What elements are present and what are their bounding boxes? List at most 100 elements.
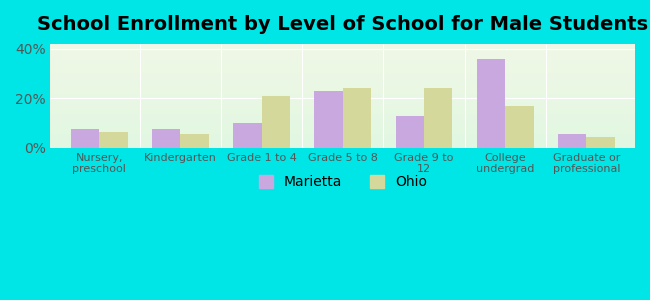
- Bar: [51, 140, 635, 142]
- Bar: [51, 124, 635, 125]
- Bar: [343, 88, 371, 148]
- Bar: [51, 116, 635, 117]
- Bar: [152, 129, 181, 148]
- Bar: [51, 47, 635, 48]
- Bar: [51, 94, 635, 95]
- Bar: [51, 71, 635, 72]
- Bar: [233, 123, 261, 148]
- Bar: [51, 96, 635, 97]
- Bar: [51, 128, 635, 129]
- Bar: [51, 144, 635, 145]
- Bar: [51, 49, 635, 50]
- Bar: [51, 102, 635, 103]
- Bar: [476, 59, 505, 148]
- Bar: [99, 132, 127, 148]
- Bar: [51, 90, 635, 91]
- Bar: [51, 92, 635, 93]
- Bar: [51, 51, 635, 52]
- Bar: [51, 146, 635, 147]
- Bar: [51, 118, 635, 119]
- Bar: [51, 132, 635, 133]
- Bar: [51, 52, 635, 53]
- Bar: [51, 127, 635, 128]
- Bar: [51, 137, 635, 139]
- Bar: [51, 44, 635, 45]
- Bar: [51, 80, 635, 81]
- Bar: [51, 134, 635, 135]
- Bar: [51, 53, 635, 54]
- Bar: [51, 101, 635, 102]
- Bar: [51, 78, 635, 79]
- Bar: [51, 50, 635, 51]
- Bar: [51, 82, 635, 83]
- Bar: [51, 147, 635, 148]
- Bar: [424, 88, 452, 148]
- Bar: [51, 72, 635, 73]
- Bar: [51, 45, 635, 46]
- Bar: [51, 105, 635, 106]
- Bar: [51, 107, 635, 108]
- Bar: [51, 145, 635, 146]
- Bar: [51, 103, 635, 104]
- Bar: [51, 98, 635, 99]
- Bar: [51, 126, 635, 127]
- Bar: [558, 134, 586, 148]
- Bar: [51, 125, 635, 126]
- Legend: Marietta, Ohio: Marietta, Ohio: [253, 170, 432, 195]
- Bar: [51, 65, 635, 66]
- Title: School Enrollment by Level of School for Male Students: School Enrollment by Level of School for…: [37, 15, 648, 34]
- Bar: [51, 117, 635, 118]
- Bar: [51, 70, 635, 71]
- Bar: [51, 93, 635, 94]
- Bar: [51, 112, 635, 113]
- Bar: [51, 54, 635, 55]
- Bar: [586, 137, 615, 148]
- Bar: [51, 61, 635, 63]
- Bar: [51, 64, 635, 65]
- Bar: [505, 106, 534, 148]
- Bar: [51, 121, 635, 122]
- Bar: [315, 91, 343, 148]
- Bar: [51, 77, 635, 78]
- Bar: [51, 74, 635, 75]
- Bar: [51, 142, 635, 144]
- Bar: [51, 59, 635, 61]
- Bar: [51, 111, 635, 112]
- Bar: [51, 69, 635, 70]
- Bar: [395, 116, 424, 148]
- Bar: [181, 134, 209, 148]
- Bar: [51, 86, 635, 88]
- Bar: [261, 96, 290, 148]
- Bar: [51, 46, 635, 47]
- Bar: [51, 136, 635, 137]
- Bar: [51, 55, 635, 56]
- Bar: [51, 106, 635, 107]
- Bar: [51, 100, 635, 101]
- Bar: [51, 63, 635, 64]
- Bar: [51, 48, 635, 49]
- Bar: [51, 139, 635, 140]
- Bar: [51, 76, 635, 77]
- Bar: [51, 119, 635, 120]
- Bar: [51, 123, 635, 124]
- Bar: [51, 95, 635, 96]
- Bar: [51, 58, 635, 59]
- Bar: [51, 83, 635, 84]
- Bar: [51, 67, 635, 68]
- Bar: [51, 57, 635, 59]
- Bar: [51, 131, 635, 132]
- Bar: [51, 130, 635, 131]
- Bar: [51, 68, 635, 69]
- Bar: [51, 79, 635, 80]
- Bar: [51, 108, 635, 110]
- Bar: [51, 84, 635, 86]
- Bar: [51, 120, 635, 121]
- Bar: [51, 85, 635, 86]
- Bar: [51, 99, 635, 100]
- Bar: [51, 129, 635, 130]
- Bar: [51, 75, 635, 76]
- Bar: [51, 88, 635, 90]
- Bar: [51, 91, 635, 92]
- Bar: [51, 73, 635, 74]
- Bar: [51, 135, 635, 136]
